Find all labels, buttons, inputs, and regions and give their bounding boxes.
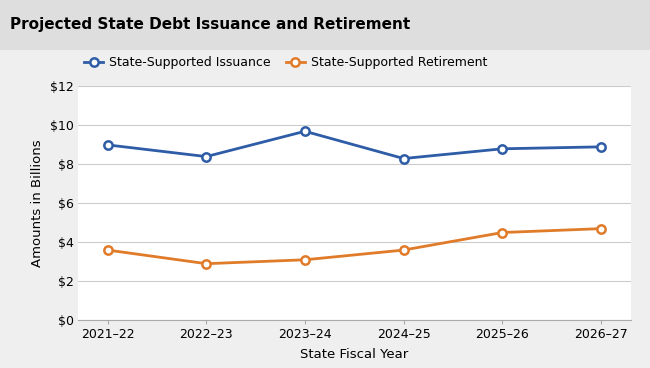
Y-axis label: Amounts in Billions: Amounts in Billions bbox=[31, 139, 44, 267]
Text: Projected State Debt Issuance and Retirement: Projected State Debt Issuance and Retire… bbox=[10, 17, 410, 32]
X-axis label: State Fiscal Year: State Fiscal Year bbox=[300, 348, 408, 361]
Legend: State-Supported Issuance, State-Supported Retirement: State-Supported Issuance, State-Supporte… bbox=[84, 56, 488, 69]
